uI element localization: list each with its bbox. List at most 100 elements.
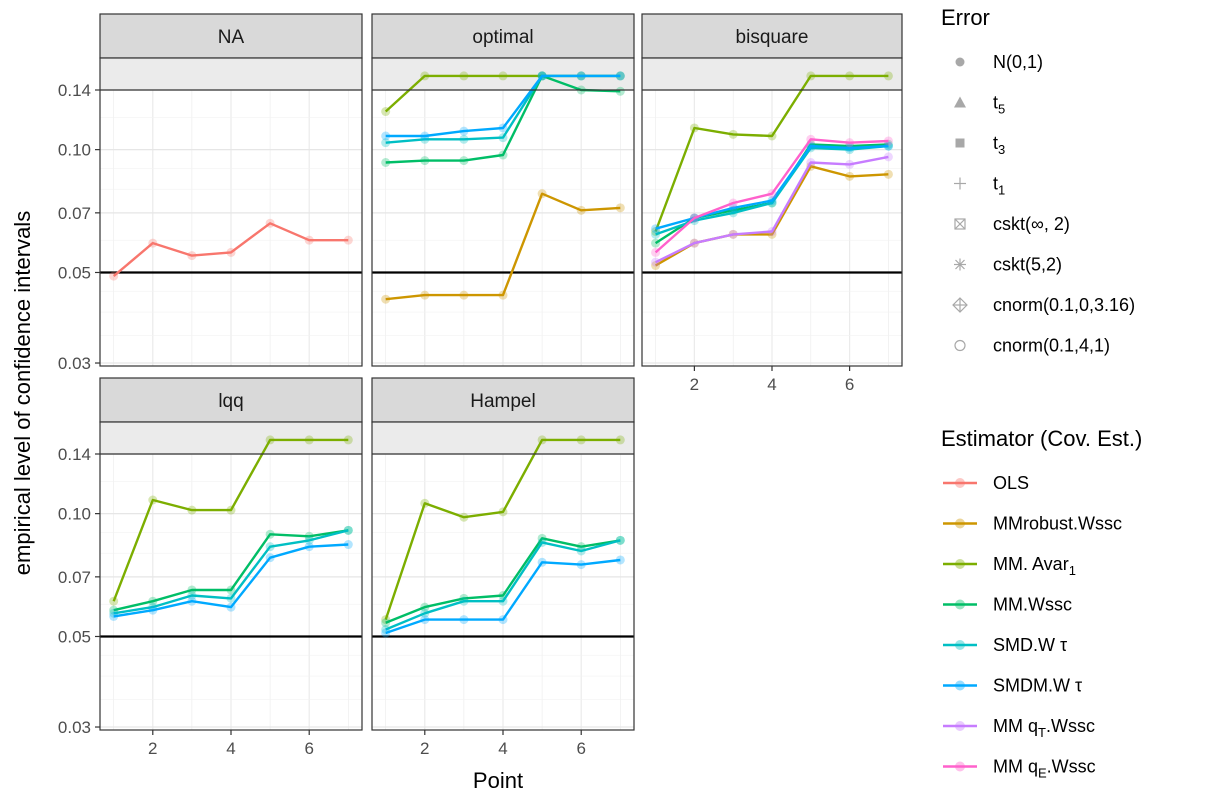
data-point: [806, 157, 816, 167]
data-point: [537, 435, 547, 445]
data-point: [498, 596, 508, 606]
data-point: [187, 251, 197, 261]
data-point: [883, 152, 893, 162]
estimator-key: [943, 721, 977, 731]
estimator-key: [943, 761, 977, 772]
gridlines: [372, 89, 634, 366]
data-point: [265, 218, 275, 228]
data-point: [806, 71, 816, 81]
data-point: [459, 134, 469, 144]
data-point: [226, 593, 236, 603]
x-tick-label: 4: [226, 739, 235, 758]
data-point: [883, 169, 893, 179]
data-point: [265, 542, 275, 552]
x-axis-title: Point: [473, 768, 523, 793]
data-point: [615, 71, 625, 81]
data-point: [343, 540, 353, 550]
data-point: [187, 585, 197, 595]
series-lines: [381, 71, 625, 304]
data-point: [883, 71, 893, 81]
data-point: [459, 126, 469, 136]
data-point: [651, 224, 661, 234]
error-legend-label: t1: [993, 174, 1005, 198]
data-point: [459, 290, 469, 300]
data-point: [576, 546, 586, 556]
data-point: [615, 86, 625, 96]
series-lines: [109, 435, 353, 621]
data-point: [304, 435, 314, 445]
error-legend-label: cskt(∞, 2): [993, 214, 1070, 234]
data-point: [498, 150, 508, 160]
data-point: [381, 107, 391, 117]
data-point: [651, 229, 661, 239]
data-point: [498, 71, 508, 81]
y-tick-label: 0.10: [58, 141, 91, 160]
strip: [371, 13, 635, 59]
data-point: [381, 628, 391, 638]
series-line: [112, 438, 349, 602]
strip-label: Hampel: [470, 391, 535, 412]
data-point: [615, 435, 625, 445]
data-point: [420, 131, 430, 141]
data-point: [226, 585, 236, 595]
y-tick-label: 0.14: [58, 445, 91, 464]
upper-band: [100, 58, 362, 90]
y-tick-label: 0.07: [58, 568, 91, 587]
data-point: [537, 537, 547, 547]
facet-panels: NA 0.03 0.05 0.07 0.10 0.14 optimal bisquare 2 4 6…: [58, 13, 903, 758]
data-point: [498, 507, 508, 517]
y-axis-title: empirical level of confidence intervals: [10, 211, 35, 575]
data-point: [576, 435, 586, 445]
data-point: [728, 229, 738, 239]
data-point: [651, 257, 661, 267]
data-point: [148, 238, 158, 248]
data-point: [459, 512, 469, 522]
data-point: [459, 71, 469, 81]
x-tick-label: 4: [767, 375, 776, 394]
data-point: [537, 71, 547, 81]
facet-hampel: Hampel 2 4 6: [371, 377, 635, 758]
data-point: [576, 560, 586, 570]
strip: [641, 13, 903, 59]
series-line: [655, 155, 889, 264]
data-point: [615, 71, 625, 81]
data-point: [381, 157, 391, 167]
strip: [371, 377, 635, 423]
series-line: [113, 529, 349, 615]
y-tick-label: 0.03: [58, 718, 91, 737]
strip: [99, 13, 363, 59]
data-point: [187, 591, 197, 601]
data-point: [615, 203, 625, 213]
data-point: [420, 602, 430, 612]
y-tick-label: 0.03: [58, 354, 91, 373]
estimator-legend-label: MMrobust.Wssc: [993, 514, 1122, 534]
data-point: [226, 602, 236, 612]
series-line: [384, 438, 621, 620]
data-point: [381, 618, 391, 628]
series-line: [655, 144, 889, 236]
data-point: [845, 171, 855, 181]
data-point: [537, 533, 547, 543]
data-point: [615, 71, 625, 81]
estimator-legend-label: MM. Avar1: [993, 554, 1076, 578]
strip: [99, 377, 363, 423]
data-point: [576, 542, 586, 552]
data-point: [265, 553, 275, 563]
data-point: [806, 134, 816, 144]
series-line: [385, 192, 621, 301]
data-point: [459, 615, 469, 625]
data-point: [304, 531, 314, 541]
error-legend-label: cnorm(0.1,4,1): [993, 336, 1110, 356]
data-point: [148, 596, 158, 606]
data-point: [845, 159, 855, 169]
data-point: [615, 535, 625, 545]
data-point: [343, 525, 353, 535]
data-point: [148, 605, 158, 615]
data-point: [304, 535, 314, 545]
estimator-key: [943, 478, 977, 488]
series-line: [113, 529, 349, 612]
series-line: [112, 222, 349, 278]
strip-label: optimal: [472, 27, 533, 48]
data-point: [187, 596, 197, 606]
data-point: [728, 198, 738, 208]
